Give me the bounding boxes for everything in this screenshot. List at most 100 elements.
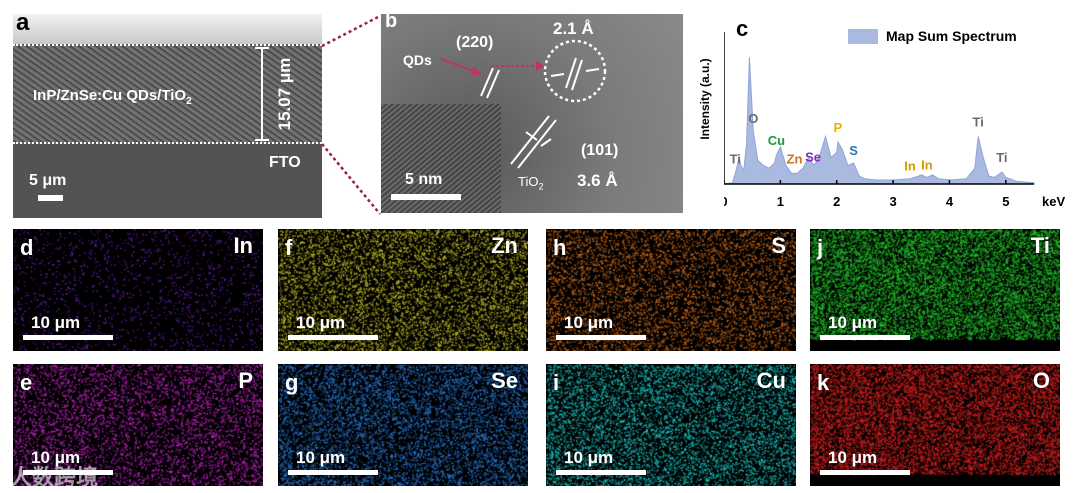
thickness-arrow — [261, 48, 263, 140]
x-tick-label: 5 — [1002, 194, 1009, 209]
thickness-label: 15.07 μm — [275, 57, 294, 131]
scalebar-a — [38, 195, 63, 201]
map-noise-e — [13, 364, 263, 486]
map-scalebar-label: 10 μm — [564, 448, 614, 467]
map-noise-k — [810, 364, 1060, 486]
map-panel-f: f Zn 10 μm — [278, 229, 528, 351]
map-noise-i — [546, 364, 796, 486]
map-panel-j: j Ti 10 μm — [810, 229, 1060, 351]
scalebar-b — [391, 194, 461, 200]
x-tick-label: 3 — [889, 194, 896, 209]
film-layer — [13, 44, 322, 144]
panel-letter-f: f — [285, 235, 293, 260]
peak-label: Ti — [730, 151, 741, 166]
map-scalebar — [23, 470, 113, 475]
scalebar-label-a: 5 μm — [29, 172, 67, 189]
d-spacing-220: 2.1 Å — [553, 19, 594, 38]
peak-label: Cu — [768, 133, 785, 148]
panel-letter-e: e — [20, 370, 33, 395]
map-noise-d — [13, 229, 263, 351]
map-scalebar — [288, 470, 378, 475]
map-scalebar-label: 10 μm — [31, 313, 81, 332]
thickness-arrow-top — [255, 47, 269, 49]
map-scalebar-label: 10 μm — [828, 313, 878, 332]
map-noise-g — [278, 364, 528, 486]
map-panel-e: e P 10 μm — [13, 364, 263, 486]
peak-label: In — [921, 157, 933, 172]
map-scalebar — [23, 335, 113, 340]
map-element-label: Se — [491, 368, 518, 393]
map-scalebar — [556, 335, 646, 340]
x-tick-label: 2 — [833, 194, 840, 209]
scalebar-label-b: 5 nm — [405, 171, 443, 188]
map-element-label: Ti — [1030, 233, 1050, 258]
panel-a-sem-crosssection: a InP/ZnSe:Cu QDs/TiO2 15.07 μm FTO 5 μm — [13, 14, 322, 218]
map-scalebar-label: 10 μm — [296, 448, 346, 467]
zoom-connector-lines — [321, 14, 381, 215]
x-tick-label: 0 — [724, 194, 728, 209]
panel-letter-i: i — [553, 370, 560, 395]
peak-label: Se — [805, 150, 821, 165]
map-scalebar-label: 10 μm — [296, 313, 346, 332]
map-panel-k: k O 10 μm — [810, 364, 1060, 486]
peak-label: S — [849, 143, 858, 158]
map-scalebar-label: 10 μm — [31, 448, 81, 467]
panel-letter-d: d — [20, 235, 34, 260]
map-panel-g: g Se 10 μm — [278, 364, 528, 486]
map-element-label: S — [771, 233, 786, 258]
map-element-label: Cu — [756, 368, 786, 393]
map-scalebar — [820, 335, 910, 340]
map-scalebar-label: 10 μm — [564, 313, 614, 332]
panel-c-eds-spectrum: c Map Sum Spectrum Intensity (a.u.) 0 1 2 3… — [690, 12, 1070, 224]
plane-220-label: (220) — [456, 34, 494, 51]
peak-label: P — [834, 120, 843, 135]
d-spacing-101: 3.6 Å — [577, 171, 618, 190]
x-tick-label: 4 — [946, 194, 954, 209]
qds-label: QDs — [403, 52, 432, 68]
peak-label: Zn — [787, 151, 803, 166]
map-scalebar — [288, 335, 378, 340]
panel-letter-h: h — [553, 235, 567, 260]
peak-label: In — [904, 159, 916, 174]
hrtem-annotations — [440, 39, 607, 169]
map-scalebar — [820, 470, 910, 475]
tio2-label: TiO2 — [518, 174, 544, 192]
axes — [724, 32, 1034, 185]
panel-b-hrtem: b (220) 2.1 Å QDs (101) 3.6 Å TiO2 5 nm — [381, 14, 683, 213]
panel-letter-g: g — [285, 370, 299, 395]
map-element-label: O — [1032, 368, 1050, 393]
panel-letter-k: k — [817, 370, 830, 395]
bottom-boundary-line — [13, 142, 322, 144]
thickness-arrow-bottom — [255, 139, 269, 141]
panel-letter-c: c — [736, 16, 749, 41]
film-layer-label: InP/ZnSe:Cu QDs/TiO2 — [33, 87, 192, 107]
legend-swatch — [848, 29, 878, 44]
map-element-label: P — [238, 368, 253, 393]
map-element-label: Zn — [491, 233, 518, 258]
substrate-label: FTO — [269, 154, 301, 171]
panel-letter-b: b — [385, 14, 398, 32]
top-boundary-line — [13, 44, 322, 46]
map-panel-i: i Cu 10 μm — [546, 364, 796, 486]
x-tick-label: 1 — [777, 194, 784, 209]
peak-label: Ti — [996, 150, 1007, 165]
map-scalebar — [556, 470, 646, 475]
plane-101-label: (101) — [581, 142, 619, 159]
panel-letter-a: a — [16, 14, 30, 36]
substrate-layer — [13, 144, 322, 218]
map-scalebar-label: 10 μm — [828, 448, 878, 467]
top-bright-layer — [13, 14, 322, 44]
map-noise-j — [810, 229, 1060, 351]
panel-letter-j: j — [817, 235, 824, 260]
peak-label: Ti — [973, 115, 984, 130]
peak-label: O — [748, 111, 758, 126]
spectrum-area — [724, 57, 1035, 185]
watermark: 人数跨境 — [10, 465, 99, 490]
x-unit-label: keV — [1042, 194, 1065, 209]
legend-label: Map Sum Spectrum — [886, 28, 1017, 44]
map-panel-h: h S 10 μm — [546, 229, 796, 351]
map-noise-h — [546, 229, 796, 351]
map-element-label: In — [233, 233, 253, 258]
map-panel-d: d In 10 μm — [13, 229, 263, 351]
